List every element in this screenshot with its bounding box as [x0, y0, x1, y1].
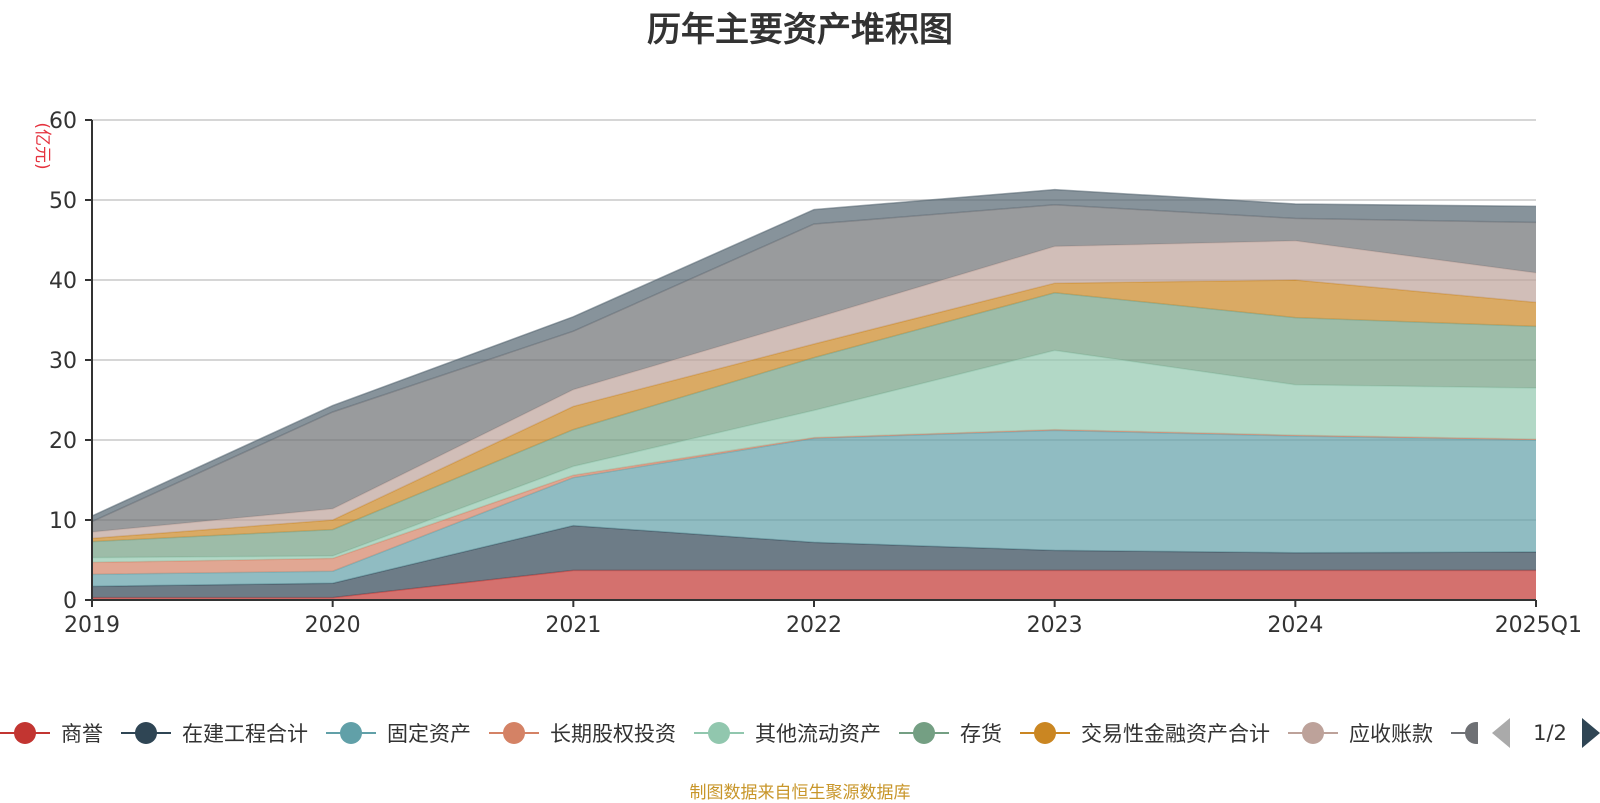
legend-page-indicator: 1/2 [1533, 721, 1567, 745]
y-axis-unit-label: (亿元) [32, 122, 52, 169]
axes: 0 10 20 30 40 50 60 2019 2020 2021 2022 2023 2024 202… [49, 109, 1582, 638]
legend-marker-icon [1465, 722, 1478, 744]
y-tick-label: 60 [49, 109, 77, 134]
area-series-6[interactable] [92, 292, 1536, 558]
area-series-7[interactable] [92, 280, 1536, 542]
chart-title: 历年主要资产堆积图 [647, 10, 953, 50]
x-tick-label: 2022 [786, 613, 842, 638]
y-tick-label: 40 [49, 269, 77, 294]
area-series-5[interactable] [92, 350, 1536, 563]
area-series-8[interactable] [92, 240, 1536, 539]
area-series-2[interactable] [92, 525, 1536, 598]
x-tick-label: 2025Q1 [1495, 613, 1582, 638]
area-series-1[interactable] [92, 570, 1536, 600]
area-series-line-10 [91, 188, 1537, 517]
legend-item-6[interactable]: 存货 [899, 722, 1002, 746]
legend-label: 商誉 [61, 722, 103, 746]
legend-item-2[interactable]: 在建工程合计 [121, 722, 308, 746]
legend-item-5[interactable]: 其他流动资产 [694, 722, 881, 746]
legend-item-8[interactable]: 应收账款 [1288, 722, 1433, 746]
legend-marker-icon [708, 722, 730, 744]
y-tick-label: 50 [49, 189, 77, 214]
legend-pager: 1/2 [1492, 718, 1600, 748]
legend-item-1[interactable]: 商誉 [0, 722, 103, 746]
area-series-3[interactable] [92, 430, 1536, 587]
legend-item-9[interactable]: 货币资金 [1451, 722, 1596, 746]
legend-label: 应收账款 [1349, 722, 1433, 746]
legend-label: 其他流动资产 [755, 722, 881, 746]
y-tick-label: 10 [49, 509, 77, 534]
legend: 商誉 在建工程合计 固定资产 长期股权投资 其他流动资产 存货 交易性金融资产合计 应收账款货… [0, 722, 1596, 746]
x-tick-label: 2021 [545, 613, 601, 638]
legend-label: 固定资产 [387, 722, 471, 746]
legend-label: 交易性金融资产合计 [1081, 722, 1270, 746]
y-tick-label: 20 [49, 429, 77, 454]
area-series-9[interactable] [92, 204, 1536, 533]
y-tick-label: 0 [63, 589, 77, 614]
legend-item-7[interactable]: 交易性金融资产合计 [1020, 722, 1270, 746]
legend-item-4[interactable]: 长期股权投资 [489, 722, 676, 746]
legend-marker-icon [1034, 722, 1056, 744]
x-tick-label: 2019 [64, 613, 120, 638]
legend-marker-icon [340, 722, 362, 744]
area-series-layer [91, 188, 1537, 600]
legend-item-3[interactable]: 固定资产 [326, 722, 471, 746]
legend-marker-icon [135, 722, 157, 744]
y-tick-label: 30 [49, 349, 77, 374]
legend-label: 在建工程合计 [182, 722, 308, 746]
x-tick-label: 2023 [1027, 613, 1083, 638]
x-tick-label: 2024 [1267, 613, 1323, 638]
legend-marker-icon [503, 722, 525, 744]
data-source-note: 制图数据来自恒生聚源数据库 [689, 783, 911, 803]
legend-marker-icon [1302, 722, 1324, 744]
legend-marker-icon [14, 722, 36, 744]
legend-marker-icon [913, 722, 935, 744]
legend-next-page-icon[interactable] [1582, 718, 1600, 748]
x-tick-label: 2020 [305, 613, 361, 638]
legend-label: 长期股权投资 [550, 722, 676, 746]
legend-label: 存货 [960, 722, 1002, 746]
legend-prev-page-icon[interactable] [1492, 718, 1510, 748]
